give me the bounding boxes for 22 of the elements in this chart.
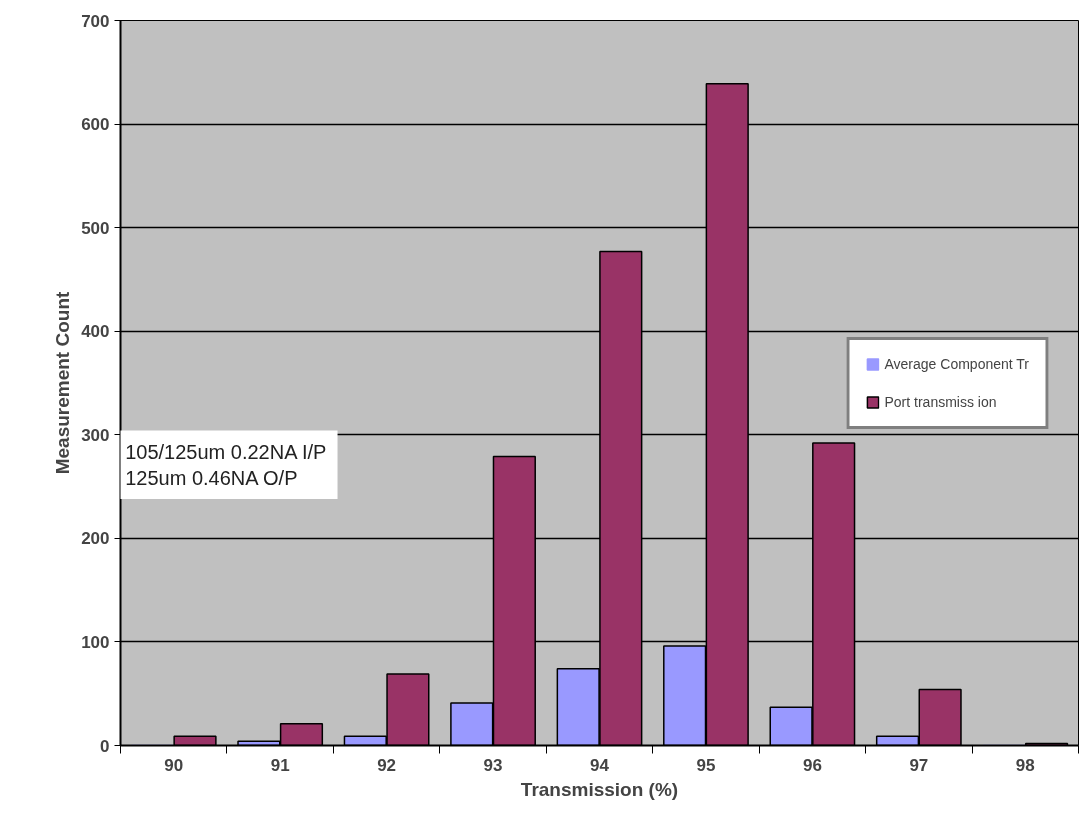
x-tick-label: 93 bbox=[483, 755, 503, 775]
legend-label: Average Component Tr bbox=[884, 355, 1029, 372]
y-tick-label: 200 bbox=[81, 529, 110, 549]
x-axis-title: Transmission (%) bbox=[520, 778, 679, 800]
y-tick-label: 300 bbox=[81, 425, 110, 445]
y-tick-label: 600 bbox=[81, 115, 110, 135]
x-tick-label: 96 bbox=[802, 755, 822, 775]
x-tick-label: 97 bbox=[909, 755, 929, 775]
y-axis-title: Measurement Count bbox=[52, 291, 74, 475]
x-tick-label: 91 bbox=[270, 755, 290, 775]
x-tick-label: 92 bbox=[377, 755, 397, 775]
y-tick-label: 500 bbox=[81, 218, 110, 238]
y-tick-label: 0 bbox=[100, 736, 110, 756]
x-tick-label: 95 bbox=[696, 755, 716, 775]
y-tick-label: 400 bbox=[81, 322, 110, 342]
x-tick-label: 94 bbox=[590, 755, 610, 775]
annotation: 105/125um 0.22NA I/P 125um 0.46NA O/P bbox=[125, 440, 327, 489]
x-tick-label: 90 bbox=[164, 755, 184, 775]
y-tick-label: 100 bbox=[81, 632, 110, 652]
y-tick-label: 700 bbox=[81, 11, 110, 31]
x-tick-label: 98 bbox=[1015, 755, 1035, 775]
legend-label: Port transmiss ion bbox=[884, 393, 997, 410]
